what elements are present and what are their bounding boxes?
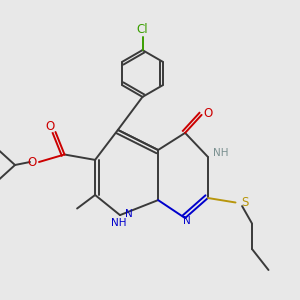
Text: O: O — [46, 120, 55, 133]
Text: S: S — [241, 196, 248, 209]
Text: N: N — [124, 208, 132, 219]
Text: Cl: Cl — [137, 23, 148, 36]
Text: NH: NH — [111, 218, 126, 229]
Text: O: O — [204, 107, 213, 120]
Text: N: N — [183, 216, 190, 226]
Text: NH: NH — [213, 148, 228, 158]
Text: O: O — [28, 155, 37, 169]
